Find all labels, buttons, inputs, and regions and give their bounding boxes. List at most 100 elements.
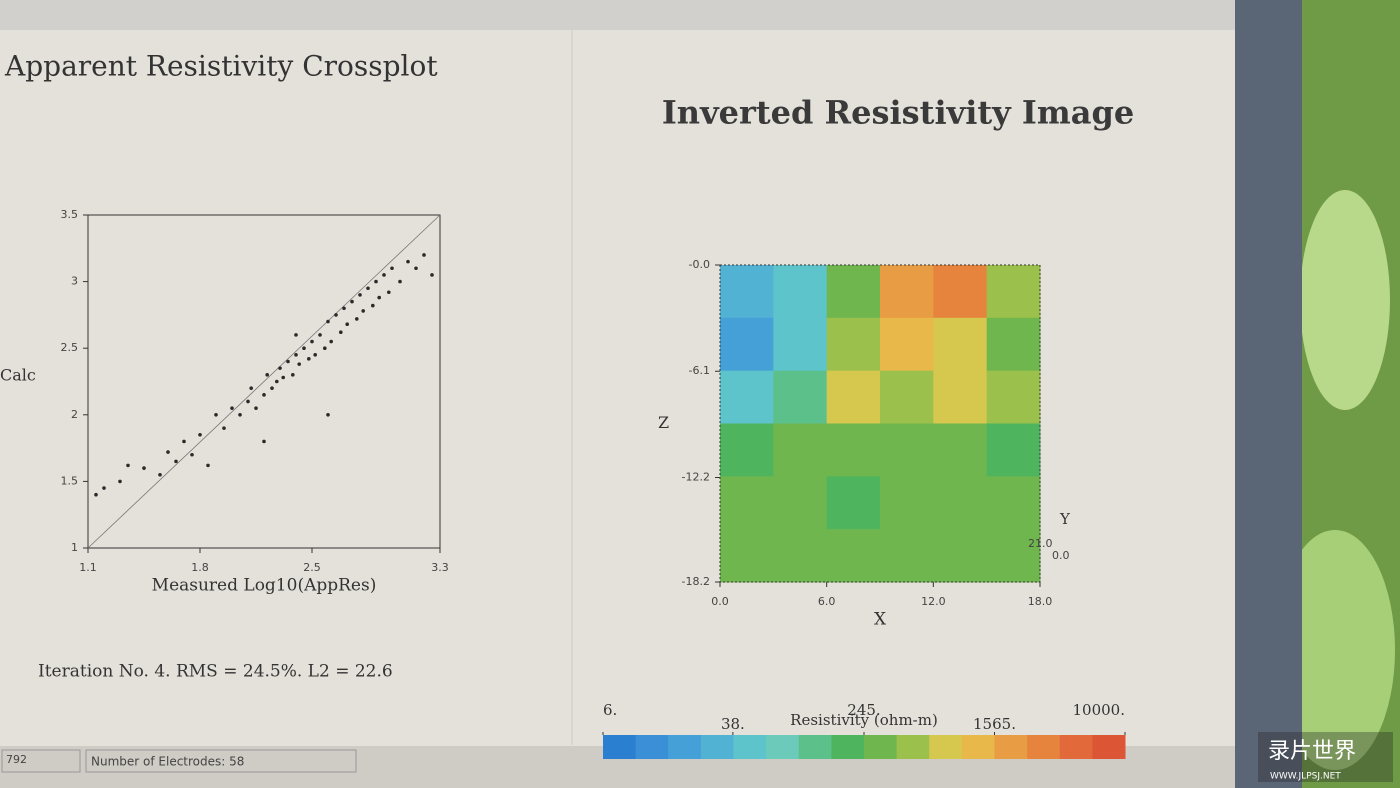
data-point	[307, 357, 311, 361]
data-point	[377, 295, 382, 300]
data-point	[371, 303, 375, 308]
heatmap-cell	[826, 317, 881, 372]
data-point	[294, 333, 298, 337]
y3-tick-label: 21.0	[1028, 537, 1053, 550]
heatmap-cell	[826, 529, 881, 583]
status-cell	[85, 749, 357, 773]
heatmap-cell	[933, 476, 988, 530]
data-point	[262, 393, 266, 397]
data-point	[262, 439, 266, 444]
data-point	[310, 339, 314, 344]
data-point	[339, 330, 343, 335]
colorbar-tick-label: 10000.	[1073, 701, 1126, 719]
status-text: 792	[6, 753, 27, 766]
colorbar-segment	[766, 735, 800, 759]
colorbar-segment	[864, 735, 898, 759]
x-tick-label: 12.0	[921, 595, 946, 608]
colorbar-segment	[798, 735, 832, 759]
toolbar	[0, 0, 1235, 30]
heatmap-cell	[933, 317, 988, 372]
data-point	[313, 353, 318, 357]
data-point	[297, 362, 302, 366]
colorbar-segment	[635, 735, 669, 759]
heatmap-cell	[986, 423, 1041, 477]
data-point	[414, 266, 418, 271]
heatmap-cell	[826, 265, 881, 319]
colorbar-segment	[1027, 735, 1061, 759]
y-tick-label: 1.5	[61, 474, 79, 487]
heatmap-cell	[773, 370, 828, 424]
data-point	[270, 386, 274, 390]
y-tick-label: 2.5	[61, 341, 79, 354]
data-point	[302, 346, 306, 351]
heatmap-cell	[933, 423, 988, 477]
heatmap-cell	[720, 529, 774, 583]
heatmap-cell	[933, 265, 988, 319]
x-tick-label: 3.3	[431, 561, 449, 574]
data-point	[281, 375, 286, 380]
heatmap-cell	[933, 370, 988, 424]
heatmap-cell	[986, 317, 1041, 372]
colorbar-segment	[733, 735, 767, 759]
data-point	[174, 459, 178, 464]
heatmap-cell	[986, 370, 1041, 424]
heatmap-cell	[773, 265, 828, 319]
y3-axis-label: Y	[1059, 510, 1071, 528]
data-point	[286, 359, 290, 364]
x-axis-label: X	[874, 610, 887, 630]
x-axis-label: Measured Log10(AppRes)	[152, 576, 377, 596]
heatmap-cell	[880, 265, 934, 319]
data-point	[350, 299, 354, 304]
watermark-bg	[1258, 732, 1393, 782]
data-point	[254, 406, 258, 410]
data-point	[398, 279, 402, 284]
data-point	[249, 386, 253, 390]
data-point	[275, 379, 279, 384]
data-point	[406, 259, 410, 264]
colorbar-tick-label: 1565.	[973, 715, 1016, 733]
data-point	[118, 479, 122, 484]
colorbar-segment	[929, 735, 963, 759]
watermark: 录片世界	[1268, 739, 1356, 764]
colorbar-title: Resistivity (ohm-m)	[790, 711, 938, 729]
y-tick-label: 1	[71, 541, 78, 554]
colorbar-segment	[1092, 735, 1126, 759]
iteration-info: Iteration No. 4. RMS = 24.5%. L2 = 22.6	[38, 662, 393, 682]
colorbar-segment	[603, 735, 637, 759]
plot-frame	[87, 214, 441, 549]
colorbar-tick-label: 38.	[721, 715, 745, 733]
one-to-one-line	[87, 214, 441, 549]
heatmap-cell	[826, 476, 881, 530]
x-tick-label: 2.5	[303, 561, 321, 574]
heatmap-cell	[986, 529, 1041, 583]
data-point	[158, 472, 162, 477]
colorbar-tick-label: 245.	[847, 701, 880, 719]
watermark-url: WWW.JLPSJ.NET	[1270, 772, 1341, 782]
y-tick-label: -6.1	[689, 364, 710, 377]
y-tick-label: -0.0	[689, 258, 710, 271]
heatmap-cell	[933, 529, 988, 583]
colorbar-segment	[896, 735, 930, 759]
data-point	[326, 319, 330, 324]
heatmap-cell	[720, 476, 774, 530]
data-point	[374, 279, 378, 284]
data-point	[334, 313, 338, 317]
y-tick-label: 3.5	[61, 208, 79, 221]
data-point	[190, 452, 194, 457]
data-point	[390, 266, 394, 271]
heatmap-cell	[720, 370, 774, 424]
data-point	[182, 439, 186, 444]
data-point	[206, 463, 210, 468]
data-point	[430, 273, 434, 277]
status-text: Number of Electrodes: 58	[91, 755, 244, 769]
colorbar-segment	[961, 735, 995, 759]
data-point	[361, 309, 366, 313]
heatmap-cell	[826, 370, 881, 424]
heatmap-cell	[880, 423, 934, 477]
x-tick-label: 6.0	[818, 595, 836, 608]
y3-tick-label: 0.0	[1052, 549, 1070, 562]
y-tick-label: 2	[71, 408, 78, 421]
heatmap-cell	[986, 265, 1041, 319]
